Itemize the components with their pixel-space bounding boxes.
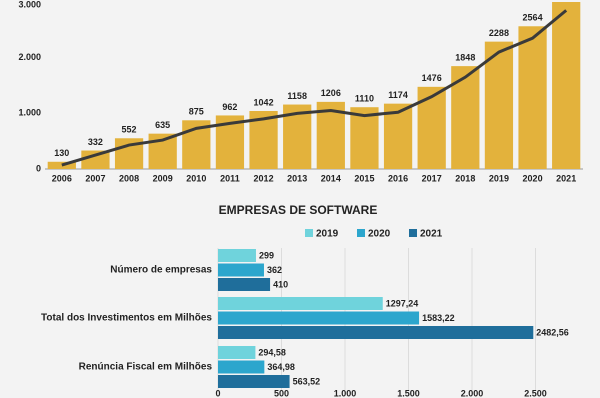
bar bbox=[218, 278, 271, 291]
x-tick-label: 2012 bbox=[254, 173, 274, 183]
x-tick-label: 2013 bbox=[287, 173, 307, 183]
bar-value-label: 1110 bbox=[355, 94, 374, 104]
x-tick-label: 2011 bbox=[220, 173, 240, 183]
x-tick-label: 2017 bbox=[422, 173, 442, 183]
x-tick-label: 1.500 bbox=[397, 388, 420, 398]
bar-value-label: 299 bbox=[259, 250, 274, 260]
bar-value-label: 294,58 bbox=[258, 347, 286, 357]
category-label: Total dos Investimentos em Milhões bbox=[41, 313, 212, 324]
legend-swatch bbox=[409, 229, 417, 237]
legend-swatch bbox=[305, 229, 313, 237]
x-tick-label: 2018 bbox=[455, 173, 475, 183]
bar bbox=[218, 297, 383, 310]
bar bbox=[218, 311, 420, 325]
x-tick-label: 2021 bbox=[556, 173, 576, 183]
x-tick-label: 500 bbox=[274, 388, 289, 398]
x-tick-label: 1.000 bbox=[334, 388, 357, 398]
bar-value-label: 2564 bbox=[523, 13, 543, 23]
bar bbox=[218, 249, 256, 262]
bar bbox=[218, 263, 264, 277]
x-tick-label: 2016 bbox=[388, 173, 408, 183]
legend-label: 2020 bbox=[368, 229, 391, 240]
bar-value-label: 2288 bbox=[489, 28, 509, 38]
legend-label: 2021 bbox=[420, 229, 443, 240]
bar bbox=[81, 150, 110, 169]
x-tick-label: 2.000 bbox=[461, 388, 484, 398]
bar bbox=[218, 346, 256, 359]
bar bbox=[218, 360, 265, 374]
trend-line bbox=[61, 9, 568, 167]
bar-value-label: 875 bbox=[189, 107, 204, 117]
bar bbox=[218, 375, 290, 388]
bar-value-label: 635 bbox=[155, 120, 170, 130]
bar-value-label: 1158 bbox=[287, 91, 307, 101]
bar-value-label: 2482,56 bbox=[536, 327, 569, 337]
x-tick-label: 2015 bbox=[354, 173, 374, 183]
bar-value-label: 1206 bbox=[321, 88, 341, 98]
bar bbox=[417, 86, 446, 169]
x-tick-label: 2020 bbox=[523, 173, 543, 183]
bar-value-label: 1848 bbox=[455, 53, 475, 63]
bar-value-label: 364,98 bbox=[267, 362, 295, 372]
bar bbox=[218, 326, 534, 339]
bar-value-label: 563,52 bbox=[293, 376, 321, 386]
bar-value-label: 1174 bbox=[388, 90, 408, 100]
bar-value-label: 332 bbox=[88, 137, 103, 147]
bar-value-label: 552 bbox=[122, 125, 137, 135]
bar-value-label: 130 bbox=[54, 148, 69, 158]
x-tick-label: 2014 bbox=[321, 173, 341, 183]
bar-value-label: 962 bbox=[222, 102, 237, 112]
bar bbox=[552, 2, 581, 169]
bar bbox=[47, 161, 76, 169]
bar-value-label: 1042 bbox=[254, 97, 274, 107]
bar-value-label: 1583,22 bbox=[422, 313, 455, 323]
chart-title: EMPRESAS DE SOFTWARE bbox=[219, 203, 378, 217]
x-tick-label: 2009 bbox=[153, 173, 173, 183]
bar bbox=[484, 41, 514, 169]
legend-label: 2019 bbox=[316, 229, 339, 240]
x-tick-label: 0 bbox=[215, 388, 220, 398]
x-tick-label: 2007 bbox=[85, 173, 105, 183]
x-tick-label: 2.500 bbox=[524, 388, 547, 398]
legend-swatch bbox=[357, 229, 365, 237]
bar-value-label: 362 bbox=[267, 265, 282, 275]
bar-value-label: 1297,24 bbox=[386, 298, 419, 308]
x-tick-label: 2008 bbox=[119, 173, 139, 183]
x-tick-label: 2010 bbox=[186, 173, 206, 183]
bar bbox=[518, 26, 547, 170]
category-label: Renúncia Fiscal em Milhões bbox=[79, 362, 213, 373]
y-tick-label: 2.000 bbox=[18, 52, 41, 62]
bar-value-label: 1476 bbox=[422, 73, 442, 83]
x-tick-label: 2006 bbox=[52, 173, 72, 183]
x-tick-label: 2019 bbox=[489, 173, 509, 183]
y-tick-label: 3.000 bbox=[18, 0, 41, 9]
bar bbox=[350, 107, 379, 169]
y-tick-label: 1.000 bbox=[18, 108, 41, 118]
y-tick-label: 0 bbox=[36, 163, 41, 173]
bar-value-label: 410 bbox=[273, 279, 288, 289]
category-label: Número de empresas bbox=[110, 265, 212, 276]
